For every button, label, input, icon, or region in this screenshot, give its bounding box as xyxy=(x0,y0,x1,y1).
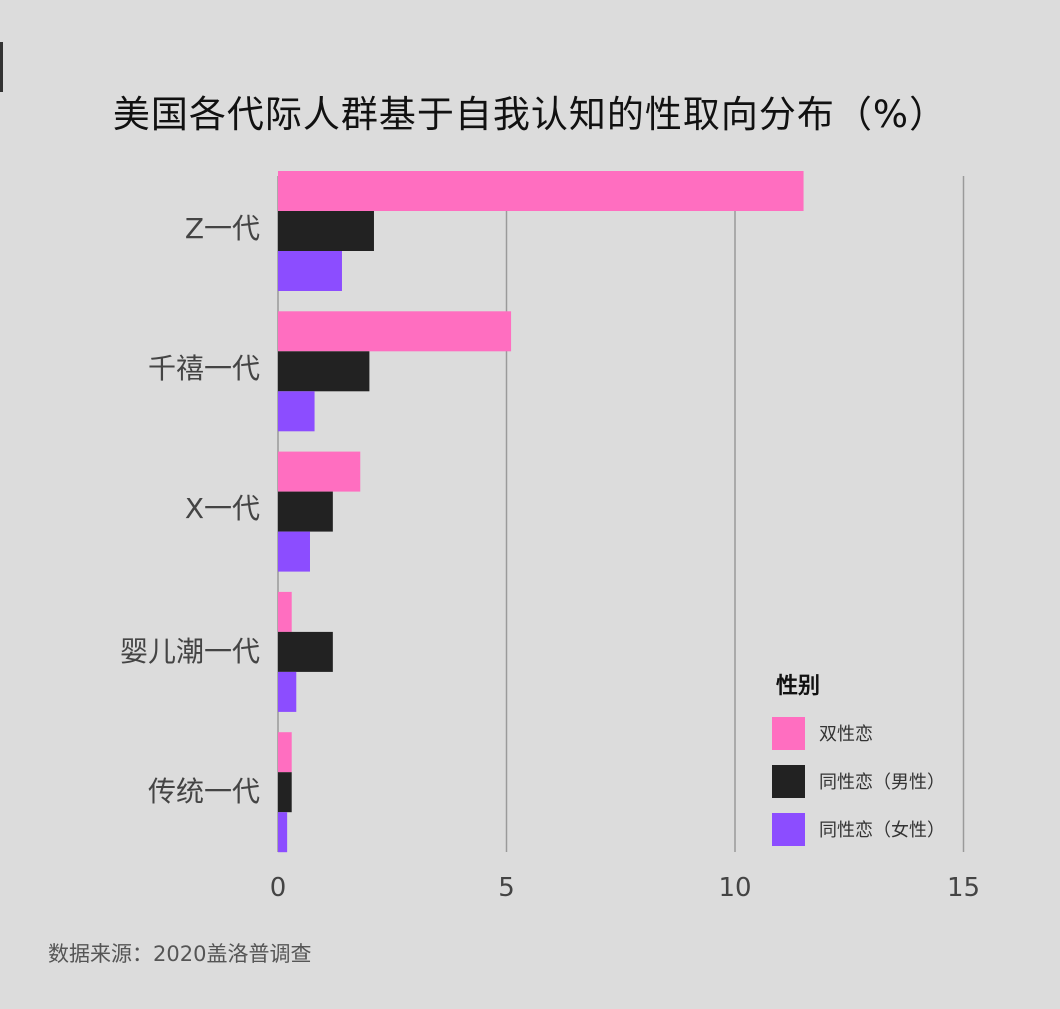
source-note: 数据来源：2020盖洛普调查 xyxy=(48,942,312,966)
x-tick-label-0: 0 xyxy=(270,873,287,903)
x-tick-label-1: 5 xyxy=(498,873,515,903)
legend-swatch-bisexual xyxy=(772,716,805,750)
category-label-4: 传统一代 xyxy=(148,775,260,808)
bars xyxy=(278,171,804,853)
left-edge-mark xyxy=(0,42,3,92)
legend: 性别 双性恋 同性恋（男性） 同性恋（女性） xyxy=(772,668,945,860)
bar-1-2 xyxy=(278,391,315,432)
bar-2-2 xyxy=(278,531,310,572)
bar-4-0 xyxy=(278,732,292,773)
category-label-2: X一代 xyxy=(185,492,260,525)
legend-item-gay-female: 同性恋（女性） xyxy=(772,812,945,846)
category-label-1: 千禧一代 xyxy=(148,352,260,385)
x-tick-labels: 0 5 10 15 xyxy=(270,873,980,903)
bar-1-1 xyxy=(278,351,370,392)
bar-4-2 xyxy=(278,812,288,853)
bar-0-0 xyxy=(278,171,804,211)
bar-2-1 xyxy=(278,491,333,532)
chart-title: 美国各代际人群基于自我认知的性取向分布（%） xyxy=(112,93,948,136)
legend-title: 性别 xyxy=(776,674,821,699)
legend-label-gay-female: 同性恋（女性） xyxy=(819,820,945,841)
category-label-3: 婴儿潮一代 xyxy=(120,635,260,668)
bar-0-1 xyxy=(278,211,374,251)
legend-swatch-gay-male xyxy=(772,764,805,798)
bar-3-0 xyxy=(278,591,292,632)
legend-swatch-gay-female xyxy=(772,812,805,846)
bar-3-2 xyxy=(278,671,297,712)
x-tick-label-3: 15 xyxy=(947,873,980,903)
legend-label-bisexual: 双性恋 xyxy=(819,724,873,745)
bar-4-1 xyxy=(278,772,292,813)
legend-item-gay-male: 同性恋（男性） xyxy=(772,764,945,798)
legend-label-gay-male: 同性恋（男性） xyxy=(819,772,945,793)
x-tick-label-2: 10 xyxy=(718,873,751,903)
bar-3-1 xyxy=(278,631,333,672)
bar-2-0 xyxy=(278,451,361,492)
legend-item-bisexual: 双性恋 xyxy=(772,716,945,750)
category-label-0: Z一代 xyxy=(185,212,260,245)
bar-1-0 xyxy=(278,311,512,352)
bar-0-2 xyxy=(278,251,342,291)
